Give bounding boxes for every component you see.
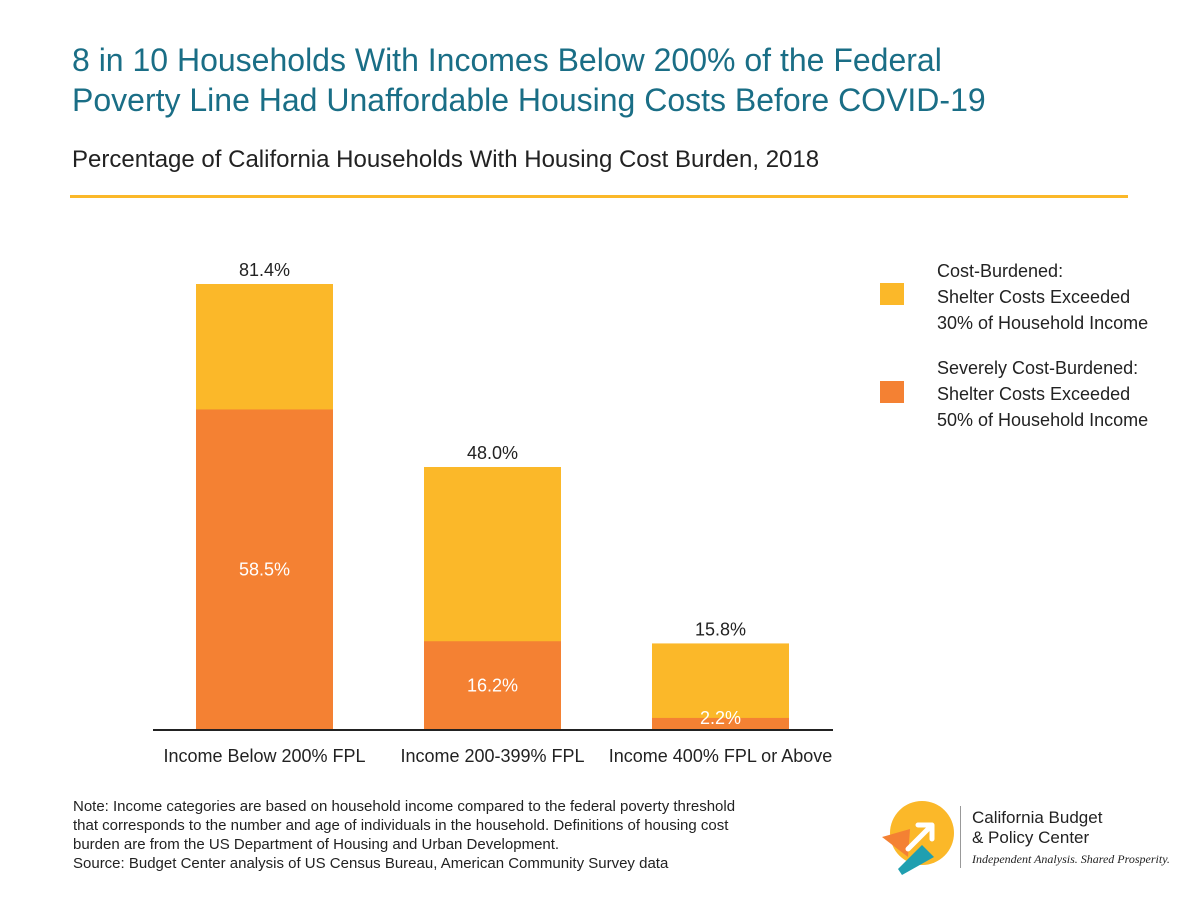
logo-tagline: Independent Analysis. Shared Prosperity.: [972, 852, 1170, 866]
legend-swatch-cost-burdened: [880, 283, 904, 305]
logo-text: California Budget & Policy Center Indepe…: [972, 808, 1170, 867]
source-line: Source: Budget Center analysis of US Cen…: [73, 855, 669, 872]
severe-label: 2.2%: [700, 708, 741, 728]
severe-label: 58.5%: [239, 560, 290, 580]
budget-center-logo-icon: [882, 801, 954, 875]
note-line: burden are from the US Department of Hou…: [73, 836, 560, 853]
bar-cost-burdened: [652, 643, 789, 730]
category-label: Income 400% FPL or Above: [609, 746, 832, 766]
legend-text-line: 50% of Household Income: [937, 410, 1149, 430]
logo-name-line-1: California Budget: [972, 808, 1103, 827]
bar-severely-cost-burdened: [652, 717, 789, 730]
bar-severely-cost-burdened: [196, 409, 333, 730]
legend-text-line: Cost-Burdened:: [937, 261, 1064, 281]
chart-title-line-1: 8 in 10 Households With Incomes Below 20…: [72, 42, 942, 78]
logo-name-line-2: & Policy Center: [972, 828, 1090, 847]
severe-label: 16.2%: [467, 676, 518, 696]
total-label: 81.4%: [239, 260, 290, 280]
legend-label-cost-burdened: Cost-Burdened: Shelter Costs Exceeded 30…: [937, 258, 1148, 336]
chart-title-line-2: Poverty Line Had Unaffordable Housing Co…: [72, 82, 986, 118]
legend-swatch-severely-cost-burdened: [880, 381, 904, 403]
category-label: Income 200-399% FPL: [400, 746, 584, 766]
legend-label-severely-cost-burdened: Severely Cost-Burdened: Shelter Costs Ex…: [937, 355, 1148, 433]
total-label: 48.0%: [467, 443, 518, 463]
chart-title: 8 in 10 Households With Incomes Below 20…: [72, 40, 1172, 120]
chart-subtitle: Percentage of California Households With…: [72, 146, 820, 173]
note-line: that corresponds to the number and age o…: [73, 817, 729, 834]
bar-severely-cost-burdened: [424, 641, 561, 730]
source-note: Note: Income categories are based on hou…: [73, 797, 833, 873]
legend-text-line: Shelter Costs Exceeded: [937, 287, 1131, 307]
title-divider: [70, 195, 1128, 198]
category-label: Income Below 200% FPL: [163, 746, 365, 766]
legend-text-line: Severely Cost-Burdened:: [937, 358, 1139, 378]
note-line: Note: Income categories are based on hou…: [73, 798, 736, 815]
legend-text-line: Shelter Costs Exceeded: [937, 384, 1131, 404]
logo-divider: [960, 806, 961, 868]
total-label: 15.8%: [695, 619, 746, 639]
legend-text-line: 30% of Household Income: [937, 313, 1149, 333]
